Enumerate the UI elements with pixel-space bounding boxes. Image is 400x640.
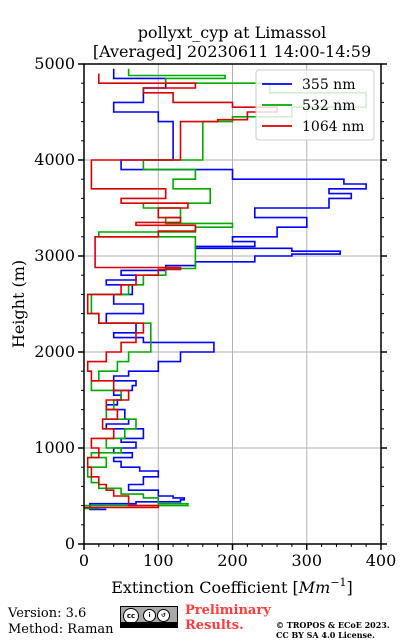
series-line-355-nm [89, 68, 367, 511]
x-tick-label-200: 200 [217, 551, 248, 570]
version-label: Version: 3.6 [8, 606, 87, 621]
chart-subtitle: [Averaged] 20230611 14:00-14:59 [93, 42, 371, 61]
copyright-notice: © TROPOS & ECoE 2023. CC BY SA 4.0 Licen… [276, 620, 390, 640]
extinction-chart: pollyxt_cyp at Limassol [Averaged] 20230… [9, 23, 396, 597]
cc-license-badge: cc i ↺ [120, 606, 178, 628]
by-icon: i [143, 609, 156, 622]
series-layer [84, 68, 367, 511]
preliminary-line-1: Preliminary [185, 603, 271, 618]
y-tick-label-4000: 4000 [34, 150, 75, 169]
x-axis-label-unit: Mm [298, 578, 331, 597]
legend-label-1064-nm: 1064 nm [302, 119, 364, 135]
y-tick-label-0: 0 [65, 534, 75, 553]
y-axis-label: Height (m) [9, 260, 28, 348]
legend-label-355-nm: 355 nm [302, 77, 355, 93]
legend-box [255, 69, 375, 141]
copyright-line-2: CC BY SA 4.0 License. [276, 630, 375, 640]
x-tick-label-0: 0 [79, 551, 89, 570]
copyright-line-1: © TROPOS & ECoE 2023. [276, 620, 390, 630]
x-axis-label-unit-exponent: −1 [330, 576, 346, 589]
y-tick-label-5000: 5000 [34, 54, 75, 73]
preliminary-notice: Preliminary Results. [185, 603, 271, 633]
series-line-1064-nm [84, 73, 278, 509]
sa-icon: ↺ [157, 609, 170, 622]
x-axis-label: Extinction Coefficient [Mm−1] [111, 576, 353, 597]
legend-label-532-nm: 532 nm [302, 98, 355, 114]
preliminary-line-2: Results. [185, 618, 244, 633]
x-axis-label-close-bracket: ] [347, 578, 353, 597]
x-axis-label-text: Extinction Coefficient [111, 578, 288, 597]
y-tick-label-2000: 2000 [34, 342, 75, 361]
x-axis-label-open-bracket: [ [287, 578, 298, 597]
x-tick-label-100: 100 [143, 551, 174, 570]
cc-badge-bar [121, 622, 177, 627]
x-tick-label-400: 400 [366, 551, 397, 570]
y-tick-label-3000: 3000 [34, 246, 75, 265]
x-tick-label-300: 300 [291, 551, 322, 570]
method-label: Method: Raman [8, 622, 114, 637]
chart-title: pollyxt_cyp at Limassol [138, 23, 327, 42]
y-tick-label-1000: 1000 [34, 438, 75, 457]
legend: 355 nm 532 nm 1064 nm [255, 69, 375, 141]
